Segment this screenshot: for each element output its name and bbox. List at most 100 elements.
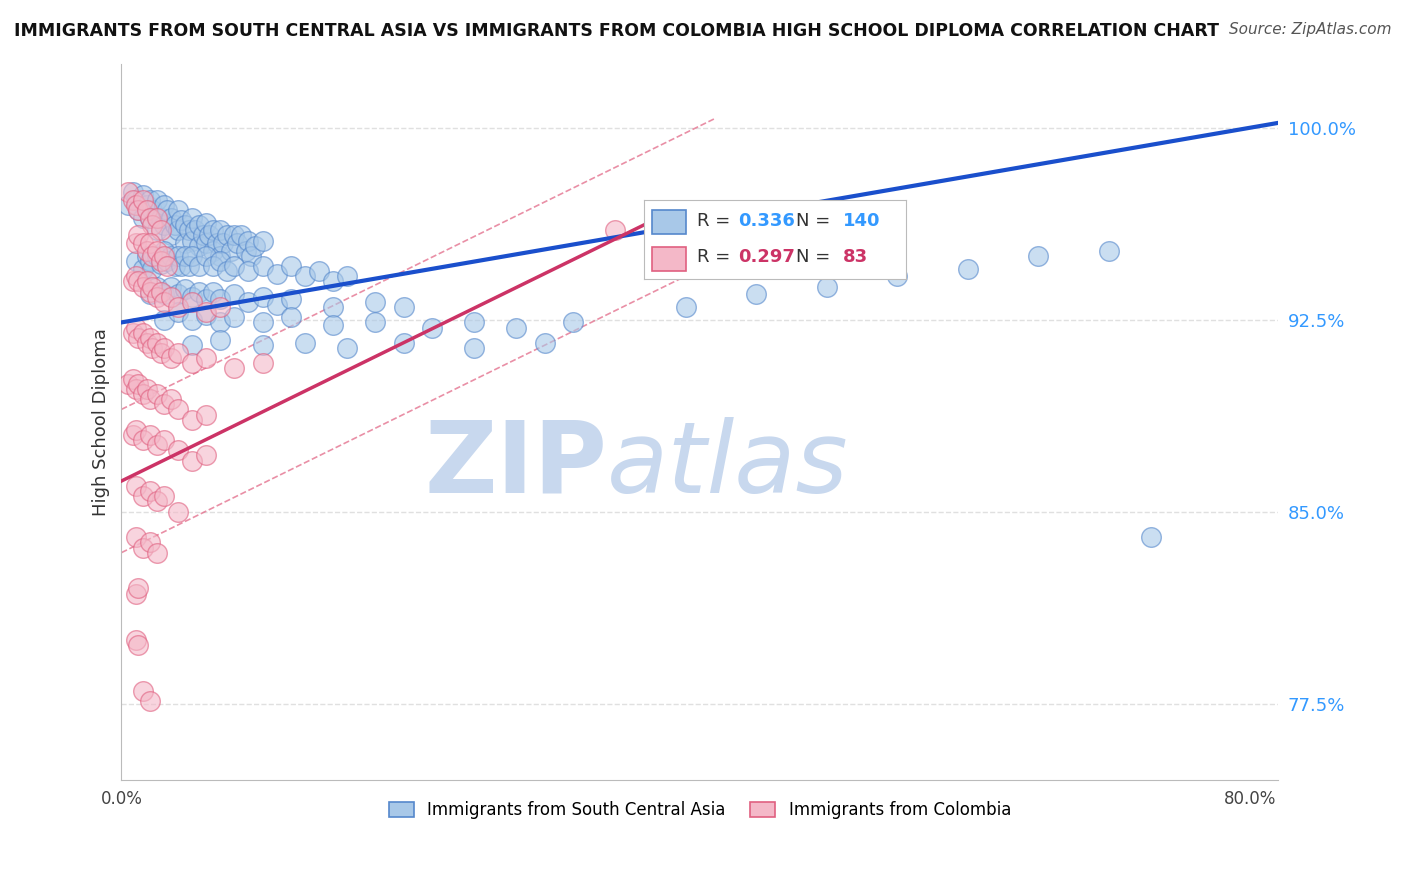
Point [217, 228, 239, 243]
Point [280, 310, 302, 325]
Point [159, 279, 181, 293]
Point [336, 341, 359, 355]
Point [138, 193, 160, 207]
Point [224, 310, 246, 325]
Point [226, 236, 249, 251]
Text: 83: 83 [844, 249, 868, 267]
Point [179, 259, 201, 273]
Point [155, 254, 177, 268]
Point [138, 287, 160, 301]
Point [195, 449, 218, 463]
Point [145, 249, 167, 263]
Point [124, 423, 146, 437]
Point [1098, 244, 1121, 258]
Point [159, 392, 181, 406]
Point [131, 211, 153, 225]
Point [336, 269, 359, 284]
Point [202, 285, 225, 299]
Point [463, 315, 485, 329]
Point [252, 259, 274, 273]
Point [141, 218, 163, 232]
Point [152, 249, 174, 263]
Point [235, 244, 257, 258]
Point [198, 228, 221, 243]
Point [155, 259, 177, 273]
Point [152, 489, 174, 503]
Point [181, 295, 204, 310]
Point [135, 198, 157, 212]
Point [174, 282, 197, 296]
Point [322, 300, 344, 314]
Point [188, 285, 211, 299]
Point [138, 694, 160, 708]
Point [195, 249, 218, 263]
Point [1026, 249, 1049, 263]
Point [886, 269, 908, 284]
Point [167, 202, 190, 217]
Point [170, 213, 193, 227]
Point [159, 211, 181, 225]
Point [145, 290, 167, 304]
Point [392, 300, 415, 314]
Point [167, 443, 190, 458]
Point [195, 351, 218, 366]
Point [149, 285, 172, 299]
Point [152, 433, 174, 447]
Point [138, 331, 160, 345]
Point [209, 300, 232, 314]
Point [224, 287, 246, 301]
Point [145, 438, 167, 452]
Point [605, 223, 627, 237]
Text: 0.297: 0.297 [738, 249, 796, 267]
Point [145, 193, 167, 207]
Point [308, 264, 330, 278]
Point [202, 259, 225, 273]
Point [152, 295, 174, 310]
Point [280, 259, 302, 273]
Point [266, 267, 288, 281]
Point [127, 331, 149, 345]
Point [294, 335, 316, 350]
Point [138, 211, 160, 225]
Point [533, 335, 555, 350]
Point [167, 305, 190, 319]
Point [266, 297, 288, 311]
Point [212, 236, 235, 251]
Point [152, 198, 174, 212]
Point [217, 264, 239, 278]
Point [195, 308, 218, 322]
Text: 140: 140 [844, 212, 880, 230]
Point [252, 234, 274, 248]
Point [127, 582, 149, 596]
Point [252, 290, 274, 304]
Point [117, 198, 139, 212]
Point [221, 244, 243, 258]
Point [121, 275, 143, 289]
Point [124, 320, 146, 334]
Point [224, 228, 246, 243]
Point [167, 300, 190, 314]
Point [131, 187, 153, 202]
Point [121, 372, 143, 386]
Point [149, 256, 172, 270]
Point [167, 402, 190, 417]
Point [181, 453, 204, 467]
Point [124, 586, 146, 600]
Point [209, 334, 232, 348]
Point [207, 236, 229, 251]
Point [121, 193, 143, 207]
Point [159, 290, 181, 304]
Text: R =: R = [696, 212, 735, 230]
Text: atlas: atlas [607, 417, 849, 514]
Point [138, 285, 160, 299]
Point [195, 293, 218, 307]
Point [420, 320, 443, 334]
Point [131, 433, 153, 447]
Point [322, 275, 344, 289]
Point [135, 275, 157, 289]
Point [815, 279, 838, 293]
Point [170, 259, 193, 273]
Point [181, 290, 204, 304]
Point [152, 313, 174, 327]
Point [152, 287, 174, 301]
